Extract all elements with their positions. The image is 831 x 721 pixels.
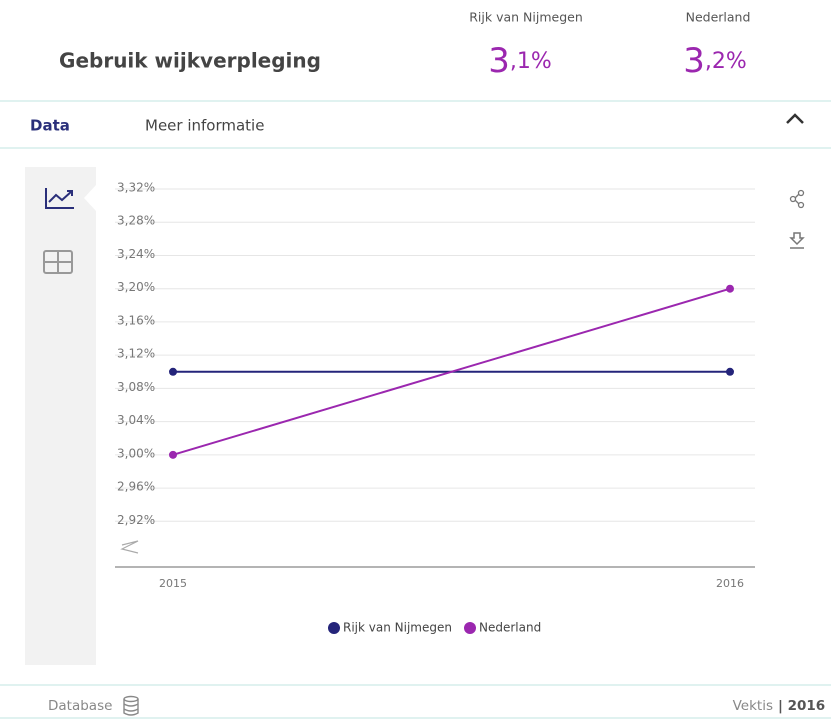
download-icon[interactable] [789, 232, 805, 249]
y-tick-label: 2,96% [117, 480, 155, 494]
y-tick-label: 3,20% [117, 280, 155, 294]
y-tick-label: 3,04% [117, 413, 155, 427]
data-point [726, 367, 734, 376]
y-tick-label: 2,92% [117, 513, 155, 527]
x-tick-label: 2015 [159, 577, 187, 590]
series-line [172, 287, 731, 456]
share-icon[interactable] [789, 189, 805, 209]
y-tick-label: 3,16% [117, 313, 155, 327]
country-value: 3,2% [683, 41, 747, 81]
region-value: 3,1% [488, 41, 552, 81]
table-icon[interactable] [43, 250, 73, 274]
data-point [169, 367, 177, 376]
database-icon [123, 695, 139, 716]
legend-label: Rijk van Nijmegen [343, 621, 452, 635]
collapse-caret[interactable] [786, 113, 804, 124]
axis-break [120, 540, 139, 554]
indicator-title: Gebruik wijkverpleging [59, 49, 321, 73]
database-link[interactable]: Database [48, 698, 112, 714]
y-tick-label: 3,08% [117, 380, 155, 394]
country-name: Nederland [686, 10, 751, 25]
y-tick-label: 3,28% [117, 214, 155, 228]
tab-data[interactable]: Data [30, 117, 70, 135]
y-tick-label: 3,32% [117, 181, 155, 195]
chart-icon[interactable] [45, 188, 74, 209]
legend-label: Nederland [479, 621, 541, 635]
data-point [726, 284, 734, 293]
side-panel [25, 167, 96, 665]
source: Vektis [733, 698, 773, 714]
region-name: Rijk van Nijmegen [469, 10, 583, 25]
source-year: | 2016 [778, 698, 825, 714]
y-tick-label: 3,12% [117, 347, 155, 361]
y-tick-label: 3,00% [117, 446, 155, 460]
panel-notch [84, 185, 96, 211]
tab-info[interactable]: Meer informatie [145, 117, 264, 135]
data-point [169, 450, 177, 459]
y-tick-label: 3,24% [117, 247, 155, 261]
legend-swatch [328, 622, 340, 634]
legend-swatch [464, 622, 476, 634]
x-tick-label: 2016 [716, 577, 744, 590]
